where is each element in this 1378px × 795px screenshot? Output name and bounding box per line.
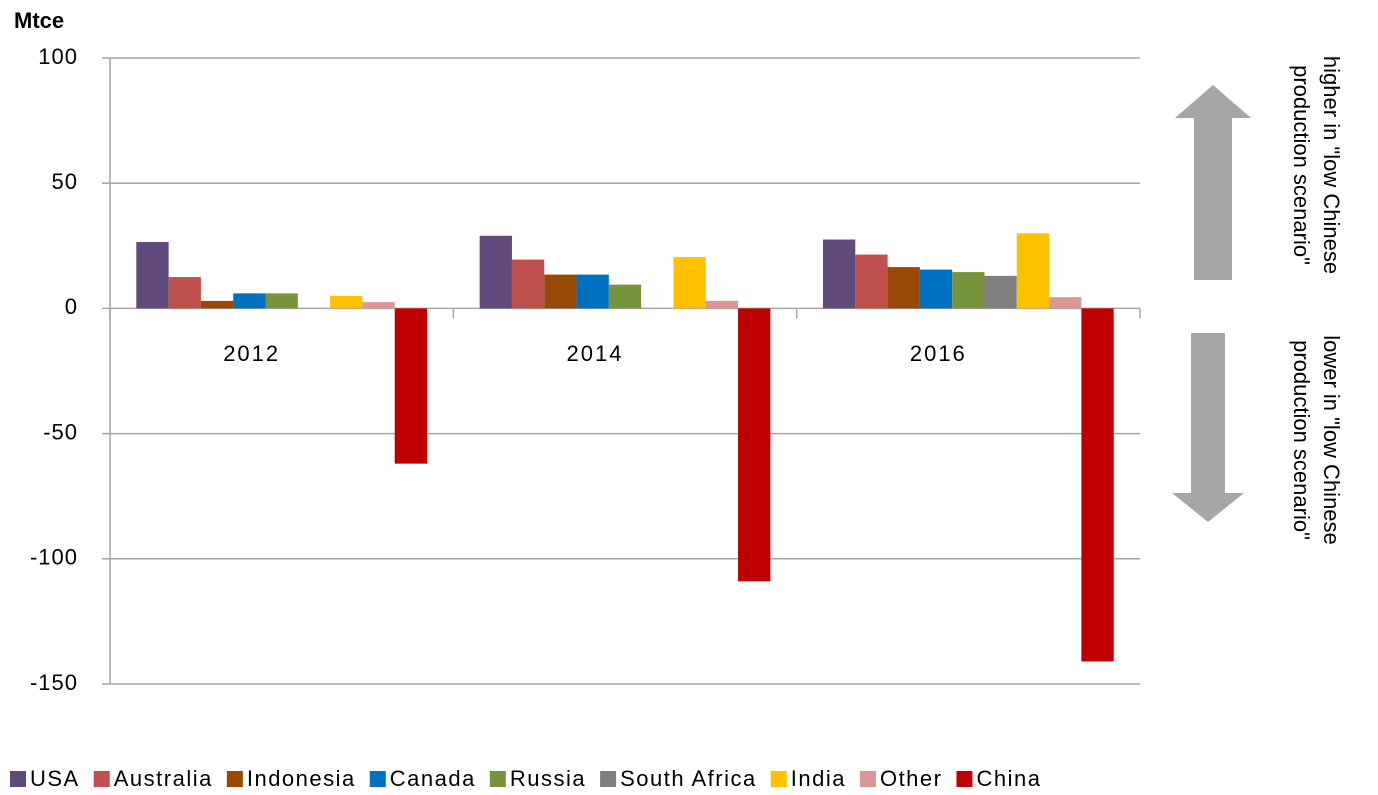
legend-swatch bbox=[10, 771, 26, 787]
x-tick-label: 2016 bbox=[910, 341, 967, 366]
bar bbox=[1016, 233, 1050, 309]
y-tick-label: 100 bbox=[38, 44, 78, 69]
y-axis-label: Mtce bbox=[14, 8, 64, 33]
bar bbox=[233, 293, 266, 309]
bar bbox=[265, 293, 298, 309]
bar bbox=[576, 274, 609, 309]
legend-label: Indonesia bbox=[247, 766, 356, 791]
bar bbox=[479, 235, 512, 309]
bar bbox=[608, 284, 642, 309]
legend-label: South Africa bbox=[620, 766, 757, 791]
bar bbox=[738, 308, 771, 582]
bar bbox=[168, 277, 201, 309]
bar bbox=[952, 272, 985, 309]
legend-label: Russia bbox=[510, 766, 586, 791]
bar bbox=[984, 275, 1017, 309]
bar bbox=[362, 302, 395, 309]
bar bbox=[136, 242, 169, 309]
legend-swatch bbox=[600, 771, 617, 787]
x-tick-label: 2012 bbox=[223, 341, 280, 366]
y-tick-label: -150 bbox=[30, 670, 78, 695]
legend-swatch bbox=[956, 771, 973, 787]
legend-swatch bbox=[226, 771, 243, 787]
bar bbox=[673, 257, 706, 309]
bar bbox=[511, 259, 545, 309]
down-arrow bbox=[1172, 333, 1244, 522]
annotation: lower in "low Chinese bbox=[1319, 335, 1344, 545]
legend-label: Canada bbox=[390, 766, 476, 791]
y-tick-label: -100 bbox=[30, 545, 78, 570]
y-tick-label: -50 bbox=[43, 419, 78, 444]
annotation: higher in "low Chinese bbox=[1319, 56, 1344, 274]
bar bbox=[1081, 308, 1114, 662]
y-tick-label: 50 bbox=[52, 169, 78, 194]
legend-swatch bbox=[770, 771, 787, 787]
bar bbox=[919, 269, 953, 309]
annotation: production scenario" bbox=[1289, 65, 1314, 265]
legend-label: USA bbox=[30, 766, 80, 791]
bar bbox=[330, 295, 363, 309]
annotation: production scenario" bbox=[1289, 340, 1314, 540]
bar bbox=[1049, 297, 1082, 309]
legend-label: India bbox=[791, 766, 846, 791]
bar bbox=[200, 300, 234, 309]
legend-swatch bbox=[859, 771, 876, 787]
bar bbox=[705, 300, 739, 309]
up-arrow bbox=[1175, 85, 1251, 280]
bar bbox=[887, 267, 920, 309]
legend-swatch bbox=[489, 771, 506, 787]
x-tick-label: 2014 bbox=[567, 341, 624, 366]
legend-label: Australia bbox=[114, 766, 213, 791]
bar bbox=[394, 308, 428, 464]
legend-swatch bbox=[93, 771, 110, 787]
legend-swatch bbox=[369, 771, 386, 787]
bar bbox=[822, 239, 856, 309]
bar bbox=[544, 274, 577, 309]
legend-label: China bbox=[976, 766, 1041, 791]
bar bbox=[855, 254, 888, 309]
legend-label: Other bbox=[880, 766, 943, 791]
y-tick-label: 0 bbox=[65, 294, 78, 319]
